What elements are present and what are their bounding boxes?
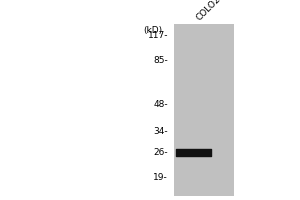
Text: (kD): (kD) [143,26,163,35]
Text: 117-: 117- [148,31,168,40]
Bar [174,24,234,196]
Text: COLO205: COLO205 [195,0,231,22]
Text: 85-: 85- [153,56,168,65]
Text: 48-: 48- [153,100,168,109]
Text: 26-: 26- [153,148,168,157]
Text: 19-: 19- [153,173,168,182]
Text: 34-: 34- [153,127,168,136]
